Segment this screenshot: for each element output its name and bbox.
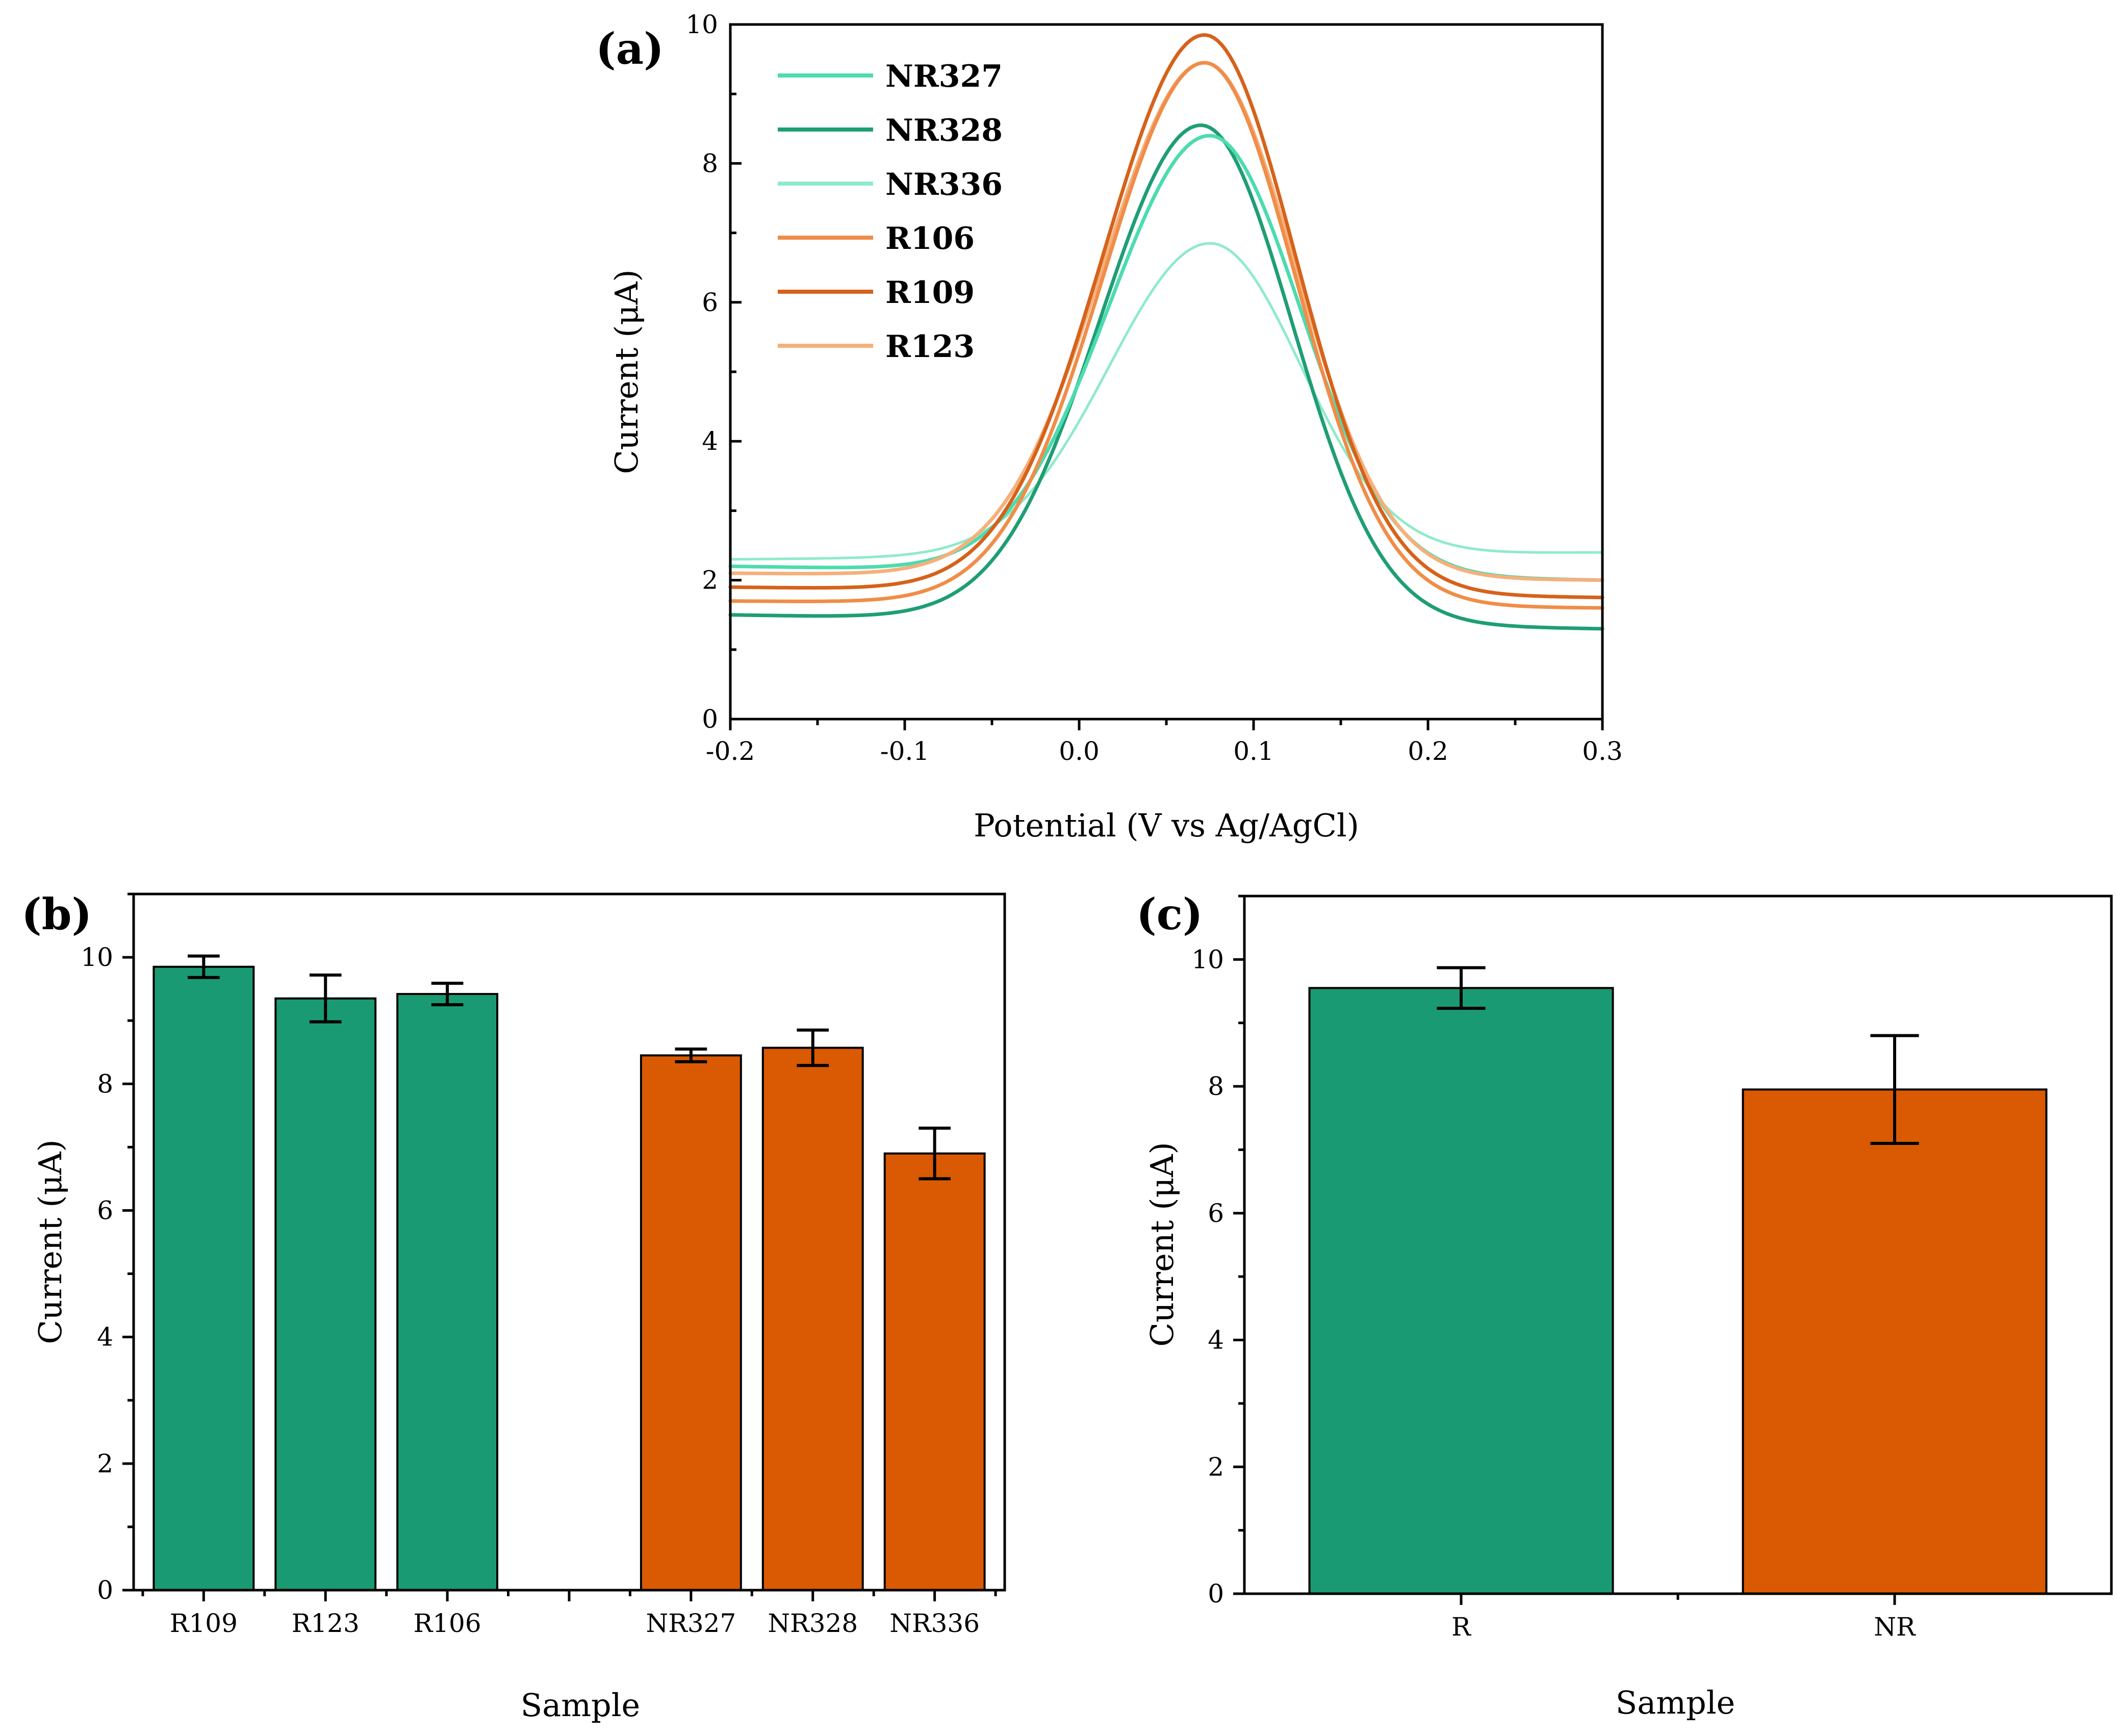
- bar-nr328: [761, 1046, 864, 1592]
- y-tick-label: 6: [1208, 1198, 1224, 1228]
- y-tick-label: 4: [702, 426, 718, 456]
- y-tick-label: 4: [97, 1322, 113, 1352]
- y-tick-label: 4: [1208, 1325, 1224, 1355]
- x-axis-title-a: Potential (V vs Ag/AgCl): [974, 807, 1359, 844]
- y-tick-label: 8: [1208, 1071, 1224, 1101]
- series-line-nr328: [728, 123, 1604, 631]
- legend-a: NR327 NR328 NR336 R106 R109 R123: [778, 59, 1003, 365]
- x-axis-b: R109 R123 R106 NR327 NR328 NR336: [141, 1590, 997, 1638]
- series-line-r106: [728, 61, 1604, 610]
- bar-nr327: [640, 1054, 742, 1592]
- series-line-nr336: [729, 242, 1604, 561]
- x-axis-title-c: Sample: [1616, 1684, 1735, 1721]
- y-tick-label: 0: [97, 1575, 113, 1605]
- legend-label-r123: R123: [885, 329, 975, 365]
- y-tick-label: 0: [1208, 1579, 1224, 1609]
- x-tick-label-nr328: NR328: [768, 1609, 858, 1638]
- x-tick-label: 0.3: [1582, 736, 1623, 766]
- x-axis-a: -0.2 -0.1 0.0 0.1 0.2 0.3: [706, 719, 1623, 766]
- panel-label-c: (c): [1136, 889, 1203, 939]
- bar-r106: [396, 993, 499, 1591]
- bar-chart-panel-c: (c) R NR 0 2 4 6 8 10 Sample Current (μA): [1136, 889, 2113, 1721]
- bar-chart-panel-b: (b) R109 R123 R106 NR327 NR328 NR336 0246810 …: [21, 889, 1006, 1724]
- legend-label-nr328: NR328: [885, 113, 1003, 148]
- bar-nr336: [883, 1152, 986, 1591]
- y-axis-a: 0 2 4 6 8 10: [685, 10, 742, 734]
- x-tick-label: 0.0: [1059, 736, 1100, 766]
- x-axis-c: R NR: [1451, 1594, 1916, 1642]
- y-axis-title-c: Current (μA): [1143, 1142, 1181, 1346]
- bar-r: [1308, 987, 1614, 1595]
- x-tick-label-nr: NR: [1874, 1612, 1916, 1642]
- y-tick-label: 6: [702, 288, 718, 317]
- x-axis-title-b: Sample: [521, 1687, 640, 1724]
- x-tick-label-nr336: NR336: [889, 1609, 980, 1638]
- x-tick-label: -0.1: [880, 736, 929, 766]
- bar-nr: [1742, 1088, 2048, 1595]
- bar-r123: [274, 997, 377, 1591]
- x-tick-label-r109: R109: [170, 1609, 238, 1638]
- y-tick-label: 6: [97, 1195, 113, 1225]
- bar-r109: [152, 965, 255, 1591]
- y-axis-b: 0 2 4 6 8 10: [81, 892, 134, 1605]
- y-tick-label: 8: [97, 1069, 113, 1099]
- x-tick-label: 0.1: [1233, 736, 1274, 766]
- x-tick-label-r106: R106: [414, 1609, 481, 1638]
- y-tick-label: 10: [1191, 944, 1224, 974]
- bars-layer-c: [1308, 966, 2048, 1595]
- y-tick-label: 8: [702, 148, 718, 178]
- x-tick-label-r123: R123: [292, 1609, 360, 1638]
- x-tick-label: 0.2: [1408, 736, 1448, 766]
- curves-layer: [728, 33, 1604, 631]
- y-tick-label: 2: [97, 1449, 113, 1478]
- y-axis-title-a: Current (μA): [608, 269, 645, 474]
- panel-label-a: (a): [596, 23, 664, 74]
- y-axis-c: 0 2 4 6 8 10: [1191, 895, 1244, 1609]
- y-tick-label: 10: [685, 10, 718, 39]
- y-axis-title-b: Current (μA): [32, 1139, 69, 1344]
- x-tick-label-nr327: NR327: [646, 1609, 736, 1638]
- series-line-r109: [728, 33, 1604, 600]
- x-tick-label-r: R: [1451, 1612, 1471, 1642]
- y-tick-label: 2: [702, 566, 718, 595]
- panel-label-b: (b): [21, 889, 92, 939]
- x-tick-label: -0.2: [706, 736, 755, 766]
- legend-label-nr327: NR327: [885, 59, 1003, 94]
- legend-label-r106: R106: [885, 221, 975, 257]
- legend-label-r109: R109: [885, 275, 975, 311]
- y-tick-label: 2: [1208, 1452, 1224, 1482]
- y-tick-label: 10: [81, 942, 113, 972]
- legend-label-nr336: NR336: [885, 167, 1003, 202]
- y-tick-label: 0: [702, 704, 718, 734]
